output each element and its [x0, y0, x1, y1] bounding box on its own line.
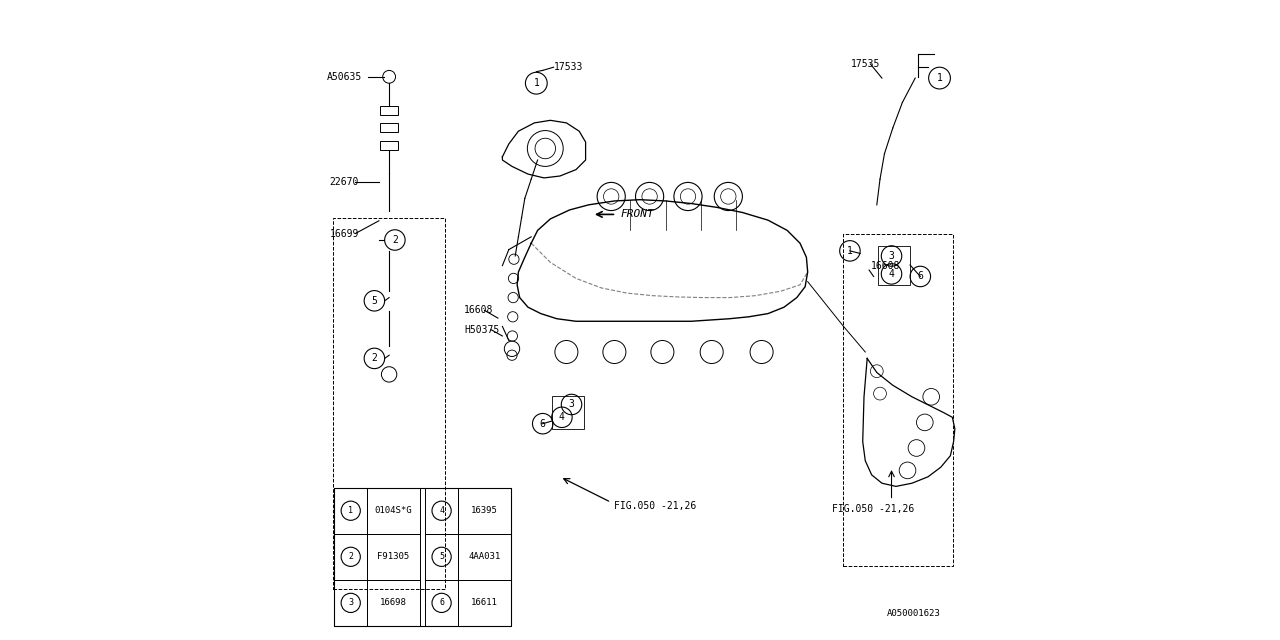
Text: 6: 6 [918, 271, 923, 282]
Text: 4: 4 [888, 269, 895, 279]
Text: 4: 4 [559, 412, 564, 422]
Text: 5: 5 [371, 296, 378, 306]
Text: 2: 2 [371, 353, 378, 364]
Bar [380, 141, 398, 150]
Bar [367, 580, 420, 626]
Bar [334, 488, 511, 626]
Text: 16698: 16698 [380, 598, 407, 607]
Text: 3: 3 [888, 251, 895, 261]
Text: A50635: A50635 [326, 72, 362, 82]
Bar [458, 580, 511, 626]
Text: H50375: H50375 [465, 324, 499, 335]
Bar [367, 534, 420, 580]
Text: 2: 2 [392, 235, 398, 245]
Text: 1: 1 [534, 78, 539, 88]
Text: F91305: F91305 [378, 552, 410, 561]
Bar [878, 246, 910, 285]
Text: 4: 4 [439, 506, 444, 515]
Bar [380, 123, 398, 132]
Text: 22670: 22670 [330, 177, 358, 188]
Bar [458, 488, 511, 534]
Text: FIG.050 -21,26: FIG.050 -21,26 [832, 504, 914, 514]
Text: 6: 6 [439, 598, 444, 607]
Text: 4AA031: 4AA031 [468, 552, 500, 561]
Text: 16699: 16699 [330, 228, 358, 239]
Text: 16608: 16608 [870, 260, 900, 271]
Bar [425, 488, 458, 534]
Text: 1: 1 [937, 73, 942, 83]
Text: 1: 1 [847, 246, 852, 256]
Text: 5: 5 [439, 552, 444, 561]
Text: 0104S*G: 0104S*G [375, 506, 412, 515]
Text: 16395: 16395 [471, 506, 498, 515]
Text: 3: 3 [568, 399, 575, 410]
Bar [425, 580, 458, 626]
Text: 16611: 16611 [471, 598, 498, 607]
Text: FRONT: FRONT [621, 209, 654, 220]
Text: 3: 3 [348, 598, 353, 607]
Bar [380, 106, 398, 115]
Text: 6: 6 [540, 419, 545, 429]
Bar [334, 534, 367, 580]
Bar [425, 534, 458, 580]
Bar [844, 234, 952, 566]
Text: 17535: 17535 [851, 59, 881, 69]
Text: FIG.050 -21,26: FIG.050 -21,26 [614, 500, 696, 511]
Bar [334, 488, 367, 534]
Text: 1: 1 [348, 506, 353, 515]
Bar [367, 488, 420, 534]
Bar [333, 218, 445, 589]
Bar [552, 396, 584, 429]
Bar [458, 534, 511, 580]
Text: A050001623: A050001623 [887, 609, 941, 618]
Bar [334, 580, 367, 626]
Text: 16608: 16608 [465, 305, 493, 316]
Text: 17533: 17533 [554, 62, 582, 72]
Text: 2: 2 [348, 552, 353, 561]
